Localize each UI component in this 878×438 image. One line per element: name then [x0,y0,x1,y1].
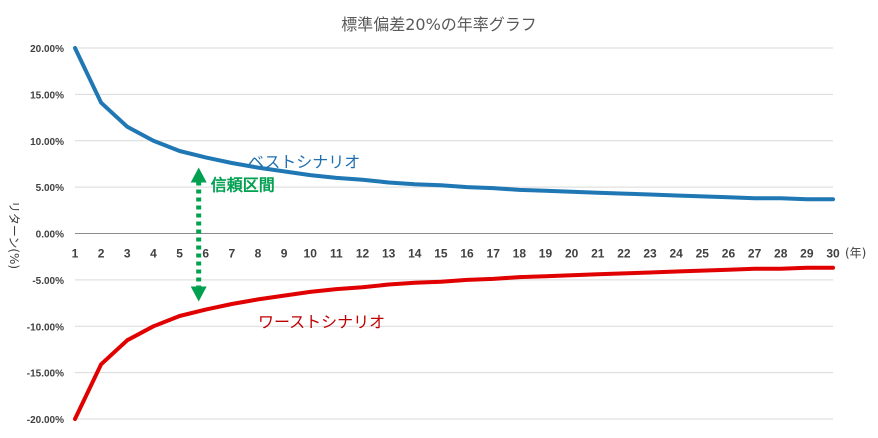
x-axis-tick-labels: 1 2 3 4 5 6 7 8 9 10 11 12 13 14 15 16 17 18 19 20 21 22 23 24 2… [72,247,840,261]
y-tick-label: -10.00% [27,322,64,333]
x-tick-label: 21 [591,247,605,261]
series-line-worst [73,265,835,421]
y-tick-label: -20.00% [27,415,64,426]
x-tick-label: 6 [202,247,209,261]
x-tick-label: 27 [748,247,762,261]
x-tick-label: 20 [565,247,579,261]
x-tick-label: 23 [643,247,657,261]
y-tick-label: -15.00% [27,369,64,380]
series-line-best [73,46,835,202]
x-tick-label: 12 [356,247,370,261]
series-lines [73,46,835,421]
series-label-worst: ワーストシナリオ [258,313,385,332]
x-tick-label: 9 [281,247,288,261]
x-tick-label: 3 [124,247,131,261]
arrow-head-down [190,286,207,302]
y-tick-label: 20.00% [30,44,64,55]
x-tick-label: 1 [72,247,79,261]
x-tick-label: 10 [304,247,318,261]
series-label-best: ベストシナリオ [248,152,360,171]
y-axis-tick-labels: 20.00% 15.00% 10.00% 5.00% 0.00% -5.00% -10.00… [27,44,64,426]
x-tick-label: 8 [255,247,262,261]
x-tick-label: 30 [826,247,840,261]
x-axis-label: (年) [845,246,866,260]
y-tick-label: 15.00% [30,90,64,101]
x-tick-label: 17 [487,247,501,261]
x-tick-label: 25 [696,247,710,261]
y-tick-label: 5.00% [36,183,64,194]
x-tick-label: 24 [669,247,683,261]
x-tick-label: 19 [539,247,553,261]
x-tick-label: 28 [774,247,788,261]
y-tick-label: 10.00% [30,137,64,148]
x-tick-label: 16 [460,247,474,261]
x-tick-label: 11 [330,247,343,261]
x-tick-label: 4 [150,247,157,261]
confidence-interval-label: 信頼区間 [211,176,275,195]
y-axis-label: リターン(%) [7,201,21,269]
grid-lines [75,47,833,420]
x-tick-label: 14 [408,247,422,261]
x-tick-label: 15 [434,247,448,261]
x-tick-label: 2 [98,247,105,261]
x-tick-label: 29 [800,247,814,261]
arrow-head-up [190,167,207,183]
x-tick-label: 5 [176,247,183,261]
x-tick-label: 7 [228,247,235,261]
x-tick-label: 22 [617,247,631,261]
x-tick-label: 13 [382,247,396,261]
x-tick-label: 26 [722,247,736,261]
y-tick-label: -5.00% [32,276,64,287]
y-tick-label: 0.00% [36,230,64,241]
x-tick-label: 18 [513,247,527,261]
chart-title: 標準偏差20%の年率グラフ [341,15,537,34]
